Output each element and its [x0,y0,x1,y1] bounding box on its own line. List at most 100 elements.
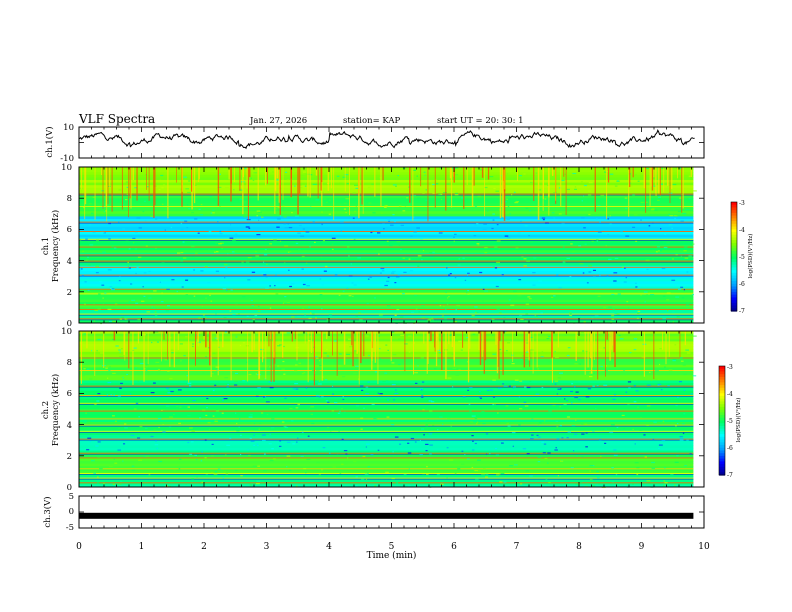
spectrogram-line [79,357,694,359]
spectrogram-speckle [180,252,184,254]
ch2-spectrogram-panel: 0 2 4 6 8 10 ch.2 Frequency (kHz) -3 -4 … [41,327,742,493]
spectrogram-sferic [216,331,218,340]
spectrogram-speckle [323,198,327,200]
spectrogram-line-dark [79,240,694,241]
spectrogram-speckle [275,179,279,181]
spectrogram-sferic [423,331,425,344]
spectrogram-speckle [259,286,263,288]
spectrogram-speckle [554,380,559,382]
spectrogram-speckle [593,269,596,271]
spectrogram-speckle [376,418,378,420]
spectrogram-sferic [270,331,272,382]
spectrogram-band [79,237,694,241]
spectrogram-speckle [286,466,288,468]
spectrogram-speckle [617,293,621,295]
colorbar-swatch [719,379,725,383]
spectrogram-sferic [671,167,673,189]
spectrogram-speckle [353,372,358,374]
colorbar-swatch [731,210,737,214]
spectrogram-speckle [109,366,111,368]
spectrogram-speckle [309,336,312,338]
spectrogram-speckle [144,200,146,202]
spectrogram-speckle [283,262,286,264]
spectrogram-speckle [378,393,381,395]
spectrogram-speckle [286,302,290,304]
spectrogram-speckle [428,433,433,435]
spectrogram-speckle [422,474,425,476]
spectrogram-speckle [155,247,157,249]
spectrogram-speckle [540,312,543,314]
spectrogram-speckle [634,174,637,176]
spectrogram-sferic [390,331,392,362]
spectrogram-speckle [339,182,343,184]
colorbar-swatch [719,450,725,454]
spectrogram-speckle [111,246,114,248]
spectrogram-speckle [120,416,123,418]
spectrogram-speckle [105,367,108,369]
spectrogram-speckle [352,217,355,219]
spectrogram-speckle [469,387,473,389]
spectrogram-speckle [610,424,615,426]
spectrogram-speckle [423,175,427,177]
spectrogram-speckle [650,209,655,211]
spectrogram-speckle [499,473,501,475]
spectrogram-speckle [511,363,515,365]
spectrogram-speckle [585,396,590,398]
spectrogram-speckle [491,227,494,230]
spectrogram-speckle [636,317,639,319]
spectrogram-speckle [123,379,125,381]
spectrogram-speckle [461,463,465,465]
spectrogram-speckle [79,342,83,344]
spectrogram-speckle [582,272,585,274]
ch1-channel-label: ch.1 [41,237,51,255]
spectrogram-sferic [650,167,652,187]
spectrogram-speckle [514,202,518,204]
spectrogram-speckle [627,307,629,309]
spectrogram-speckle [684,464,687,467]
spectrogram-speckle [385,471,389,473]
spectrogram-band [79,255,694,259]
spectrogram-speckle [112,483,115,485]
spectrogram-speckle [93,213,98,215]
spectrogram-speckle [475,311,477,314]
spectrogram-sferic [483,331,485,351]
spectrogram-speckle [259,423,262,425]
spectrogram-line [79,468,694,470]
spectrogram-speckle [334,274,338,276]
spectrogram-speckle [281,421,285,423]
spectrogram-sferic [374,331,377,363]
spectrogram-speckle [308,306,311,308]
spectrogram-speckle [692,293,694,296]
spectrogram-speckle [633,214,638,216]
spectrogram-speckle [648,225,651,227]
spectrogram-speckle [640,201,645,203]
spectrogram-speckle [311,422,315,425]
colorbar-swatch [719,439,725,443]
spectrogram-speckle [97,338,101,341]
spectrogram-speckle [643,434,646,436]
spectrogram-speckle [201,321,205,323]
spectrogram-speckle [355,365,359,367]
spectrogram-speckle [572,251,575,253]
spectrogram-speckle [497,387,502,389]
spectrogram-speckle [674,344,677,346]
spectrogram-speckle [87,291,92,293]
spectrogram-speckle [214,418,217,421]
spectrogram-band [79,364,694,368]
spectrogram-speckle [630,185,633,187]
spectrogram-speckle [575,391,579,393]
spectrogram-speckle [137,380,139,382]
spectrogram-speckle [546,338,550,340]
spectrogram-speckle [548,360,553,363]
spectrogram-speckle [310,206,312,208]
spectrogram-speckle [398,466,401,468]
spectrogram-sferic [129,167,131,199]
spectrogram-speckle [112,338,115,340]
spectrogram-band [79,435,694,438]
spectrogram-speckle [327,426,330,429]
spectrogram-speckle [530,241,533,243]
spectrogram-speckle [90,243,94,245]
spectrogram-speckle [261,272,266,274]
spectrogram-speckle [432,319,434,321]
spectrogram-sferic [420,167,422,187]
